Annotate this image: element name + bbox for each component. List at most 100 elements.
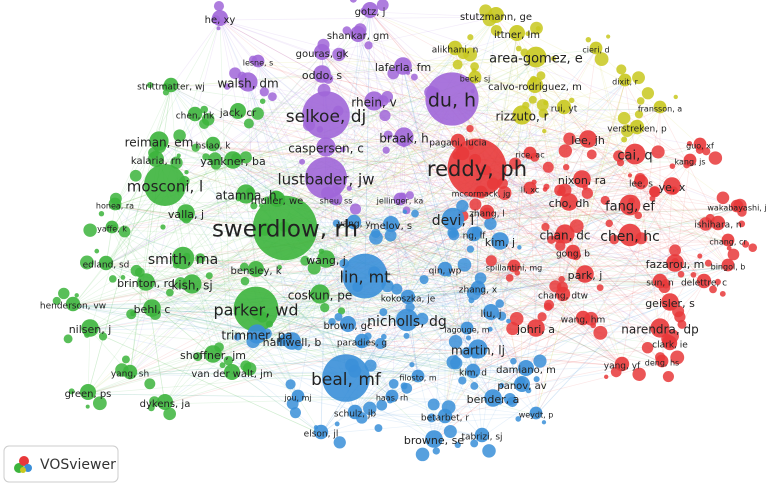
node xyxy=(177,204,195,222)
node-label: kalaria, rn xyxy=(131,156,181,167)
edge xyxy=(472,34,518,374)
edge xyxy=(87,344,671,395)
node xyxy=(655,354,669,368)
edge xyxy=(232,161,468,331)
bubble xyxy=(593,325,608,340)
bubble xyxy=(376,399,388,411)
edge xyxy=(164,128,638,188)
edge xyxy=(452,220,623,367)
edge xyxy=(535,235,566,416)
bubble xyxy=(193,352,203,362)
node-label: valla, j xyxy=(168,208,204,221)
node-label: chan, dc xyxy=(539,229,590,243)
bubble xyxy=(251,107,264,120)
edge xyxy=(145,283,356,415)
bubble xyxy=(605,219,613,228)
edge xyxy=(151,309,523,387)
bubble xyxy=(497,186,512,201)
edge xyxy=(562,155,636,297)
edge xyxy=(72,305,233,375)
node-label: jou, mj xyxy=(283,394,311,403)
edge xyxy=(232,161,355,225)
node-label: narendra, dp xyxy=(621,323,698,337)
node-label: mosconi, l xyxy=(127,178,203,196)
bubble xyxy=(617,111,631,125)
node-label: trimmer, pa xyxy=(221,329,292,343)
bubble xyxy=(470,439,479,448)
node xyxy=(525,46,547,68)
bubble xyxy=(432,447,440,455)
edge xyxy=(284,229,492,315)
bubble xyxy=(452,59,463,70)
node xyxy=(633,174,649,190)
node xyxy=(230,103,246,119)
bubble xyxy=(670,350,685,365)
logo[interactable]: VOSviewer xyxy=(3,445,119,483)
bubble xyxy=(126,309,137,320)
edge xyxy=(357,35,459,144)
node xyxy=(573,170,591,188)
node xyxy=(137,273,155,291)
edge xyxy=(129,350,479,375)
edge xyxy=(529,189,661,284)
edge xyxy=(87,259,184,395)
node-label: johri, a xyxy=(516,323,555,336)
edge xyxy=(562,282,661,297)
edge xyxy=(345,86,536,381)
bubble xyxy=(219,362,226,369)
bubble xyxy=(242,362,257,376)
node-label: lee, s xyxy=(629,180,653,190)
edge xyxy=(257,62,393,399)
bubble xyxy=(585,36,592,43)
bubble xyxy=(349,0,357,3)
edge xyxy=(219,19,584,321)
edge xyxy=(671,187,729,268)
edge xyxy=(361,329,661,344)
node xyxy=(474,427,490,443)
edge xyxy=(164,220,454,405)
node-label: filosto, m xyxy=(399,374,436,383)
node-label: spillantini, mg xyxy=(486,264,543,273)
node-label: stutzmann, ge xyxy=(460,12,532,23)
edge xyxy=(245,195,257,272)
node-label: ishihara, n xyxy=(694,221,741,231)
edge xyxy=(325,116,523,387)
edge xyxy=(407,289,479,300)
node xyxy=(468,70,482,84)
bubble xyxy=(94,248,100,254)
edge xyxy=(353,223,537,416)
node xyxy=(122,364,138,380)
edge xyxy=(535,264,676,416)
node xyxy=(394,57,412,75)
edge xyxy=(399,200,623,367)
edge xyxy=(158,140,589,144)
edge xyxy=(212,145,623,367)
edge xyxy=(129,350,479,375)
edge xyxy=(158,142,705,284)
node-label: chen, hk xyxy=(176,112,215,122)
node-label: haas, rh xyxy=(376,394,408,403)
edge xyxy=(237,112,488,215)
bubble xyxy=(600,195,610,205)
edge xyxy=(255,266,729,312)
edge xyxy=(114,62,259,207)
logo-box xyxy=(3,445,119,483)
node-label: area-gomez, e xyxy=(489,52,583,67)
node-label: park, j xyxy=(568,269,603,282)
edge xyxy=(170,19,221,88)
bubble xyxy=(547,235,556,244)
edge xyxy=(325,81,626,181)
bubble xyxy=(403,332,410,339)
bubble xyxy=(130,264,143,277)
edge xyxy=(369,11,574,255)
node-label: tabrizi, sj xyxy=(461,433,502,443)
edge xyxy=(155,160,719,226)
edge xyxy=(170,86,401,202)
edge xyxy=(406,235,475,323)
bubble xyxy=(727,248,740,261)
edge xyxy=(403,138,661,284)
bubble xyxy=(495,299,504,308)
bubble xyxy=(63,334,73,344)
edge xyxy=(72,305,474,374)
